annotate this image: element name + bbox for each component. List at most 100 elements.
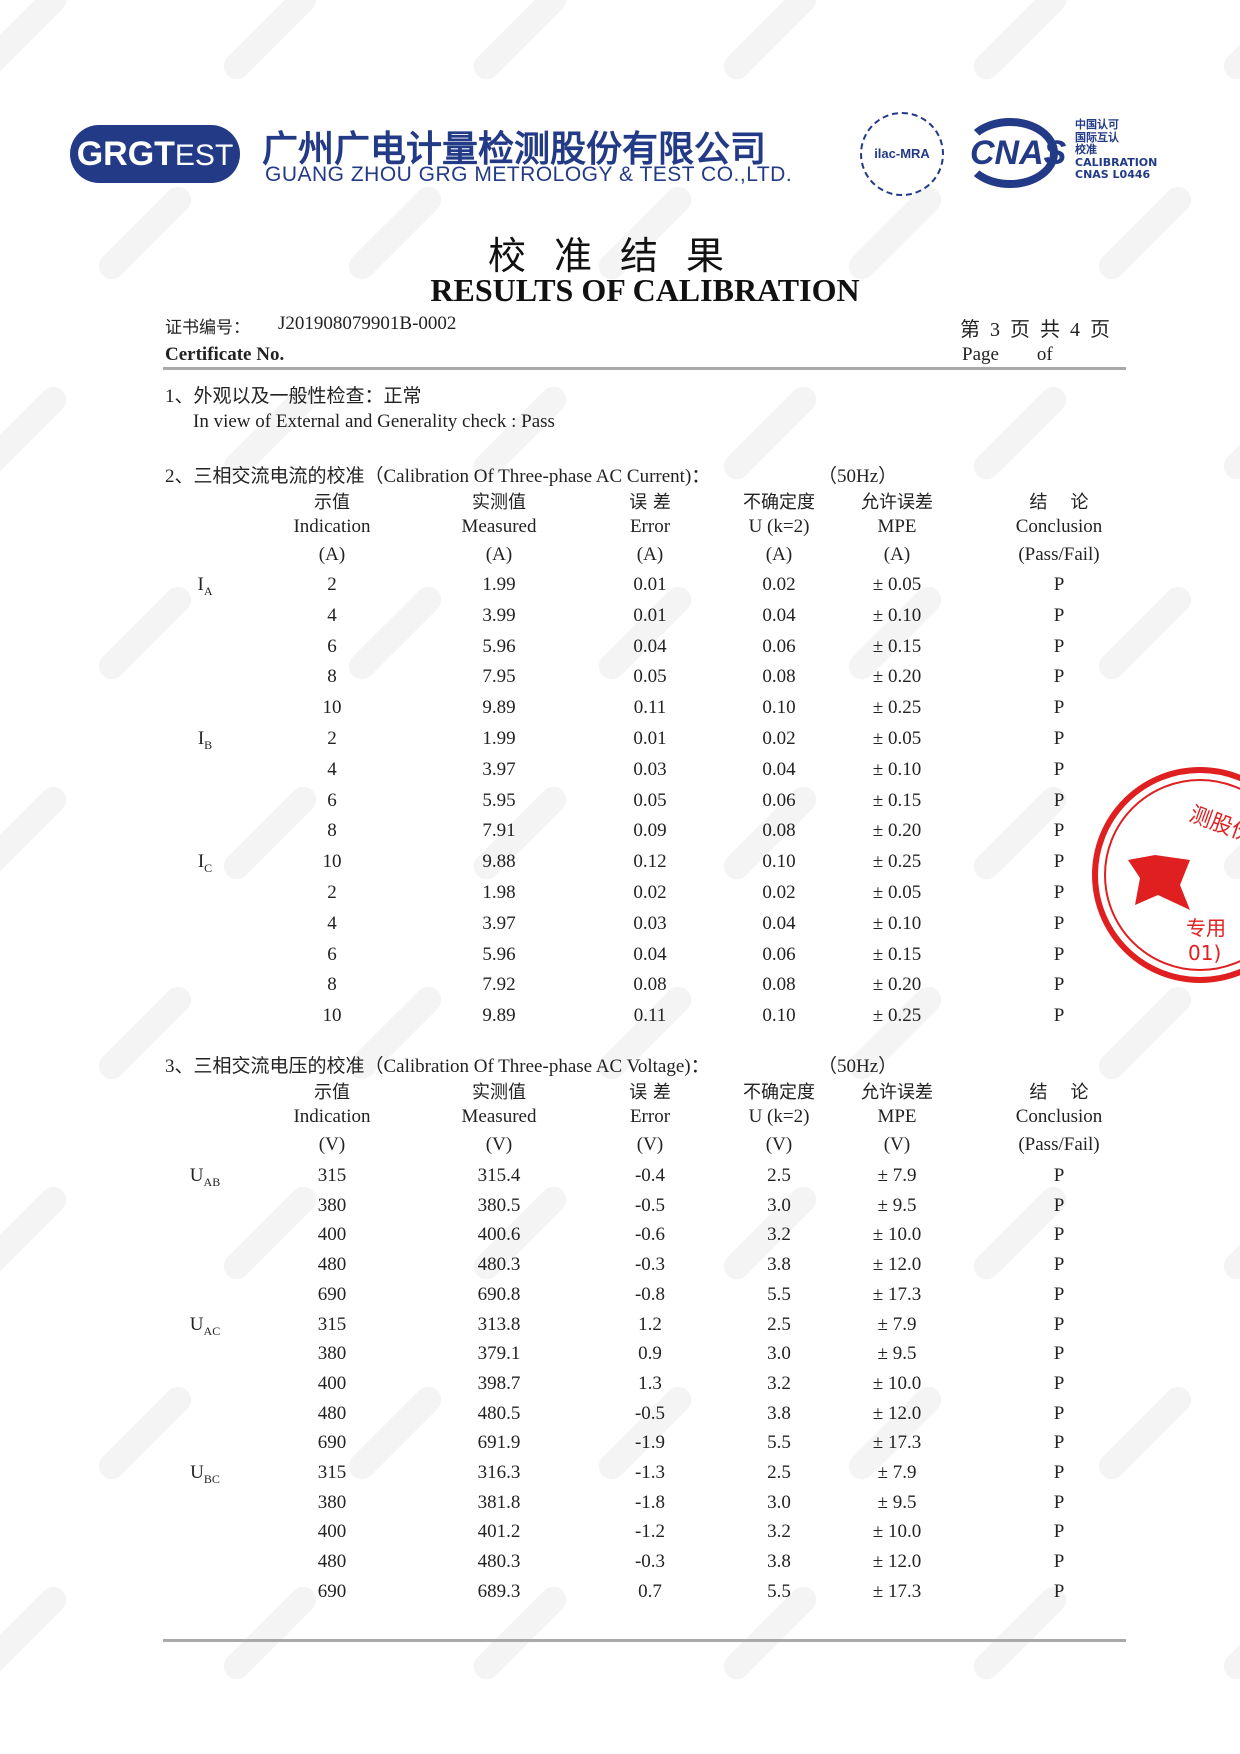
table-cell: ± 9.5 bbox=[877, 1194, 917, 1216]
table-cell: 3.97 bbox=[482, 758, 516, 780]
section1-result: In view of External and Generality check… bbox=[193, 411, 555, 432]
grgtest-logo: GRGTEST bbox=[70, 125, 240, 183]
voltage-header-cn: 结 论 bbox=[1029, 1082, 1089, 1103]
current-frequency: （50Hz） bbox=[818, 466, 898, 487]
table-cell: -1.9 bbox=[634, 1432, 666, 1454]
table-cell: 2.5 bbox=[767, 1462, 791, 1483]
table-cell: P bbox=[1053, 1313, 1065, 1335]
table-cell: 2.5 bbox=[767, 1313, 791, 1335]
table-cell: P bbox=[1053, 728, 1065, 749]
table-cell: P bbox=[1053, 1005, 1065, 1027]
table-cell: ± 7.9 bbox=[877, 1165, 917, 1186]
table-cell: 7.91 bbox=[482, 820, 516, 842]
watermark-mark bbox=[98, 986, 192, 1080]
table-cell: 9.89 bbox=[482, 697, 516, 719]
watermark-mark bbox=[973, 1586, 1067, 1680]
table-cell: 0.04 bbox=[762, 912, 796, 934]
voltage-frequency: （50Hz） bbox=[818, 1056, 898, 1077]
page-number-cn: 第 3 页 共 4 页 bbox=[960, 319, 1110, 341]
watermark-mark bbox=[1098, 986, 1192, 1080]
table-cell: 313.8 bbox=[477, 1313, 521, 1335]
current-phase-label: IB bbox=[197, 728, 213, 752]
company-name-cn: 广州广电计量检测股份有限公司 bbox=[262, 129, 767, 170]
table-cell: 0.06 bbox=[762, 943, 796, 965]
table-cell: 0.9 bbox=[638, 1343, 662, 1365]
table-cell: 315.4 bbox=[477, 1165, 521, 1186]
watermark-mark bbox=[848, 586, 942, 680]
table-cell: 1.3 bbox=[638, 1372, 662, 1394]
table-cell: ± 7.9 bbox=[877, 1462, 917, 1483]
table-cell: 3.2 bbox=[767, 1521, 791, 1543]
table-cell: 3.8 bbox=[767, 1402, 791, 1424]
table-cell: 400.6 bbox=[477, 1224, 521, 1246]
table-cell: 5.5 bbox=[767, 1432, 791, 1454]
watermark-mark bbox=[0, 1186, 67, 1280]
voltage-header-en: Conclusion bbox=[1015, 1106, 1103, 1127]
table-cell: ± 0.20 bbox=[872, 820, 922, 842]
watermark-mark bbox=[223, 1186, 317, 1280]
watermark-mark bbox=[348, 1386, 442, 1480]
table-cell: 0.08 bbox=[762, 820, 796, 842]
watermark-mark bbox=[473, 786, 567, 880]
table-cell: 0.02 bbox=[762, 882, 796, 903]
ilac-mra-logo: ilac-MRA bbox=[860, 112, 944, 196]
table-cell: 690 bbox=[317, 1283, 347, 1305]
watermark-mark bbox=[973, 0, 1067, 80]
table-cell: P bbox=[1053, 943, 1065, 965]
voltage-header-unit: (V) bbox=[883, 1134, 911, 1155]
table-cell: 0.08 bbox=[633, 974, 667, 996]
watermark-mark bbox=[723, 786, 817, 880]
company-name-en: GUANG ZHOU GRG METROLOGY & TEST CO.,LTD. bbox=[265, 163, 793, 186]
table-cell: P bbox=[1053, 1224, 1065, 1246]
table-cell: P bbox=[1053, 882, 1065, 903]
table-cell: 0.01 bbox=[633, 604, 667, 626]
table-cell: 480.5 bbox=[477, 1402, 521, 1424]
table-cell: 398.7 bbox=[477, 1372, 521, 1394]
current-header-unit: (A) bbox=[485, 544, 513, 565]
table-cell: 0.02 bbox=[633, 882, 667, 903]
watermark-mark bbox=[973, 786, 1067, 880]
table-cell: 0.03 bbox=[633, 912, 667, 934]
current-header-en: Measured bbox=[461, 516, 537, 537]
voltage-header-en: MPE bbox=[877, 1106, 917, 1127]
table-cell: ± 10.0 bbox=[872, 1521, 922, 1543]
table-cell: 4 bbox=[327, 604, 337, 626]
table-cell: 400 bbox=[317, 1521, 347, 1543]
watermark-mark bbox=[723, 1186, 817, 1280]
voltage-header-cn: 误 差 bbox=[629, 1082, 671, 1103]
table-cell: ± 0.25 bbox=[872, 697, 922, 719]
watermark-mark bbox=[98, 1386, 192, 1480]
watermark-mark bbox=[973, 1186, 1067, 1280]
voltage-header-en: Error bbox=[629, 1106, 671, 1127]
current-phase-label: IA bbox=[197, 574, 213, 598]
table-cell: 315 bbox=[317, 1313, 347, 1335]
table-cell: 480 bbox=[317, 1402, 347, 1424]
table-cell: ± 7.9 bbox=[877, 1313, 917, 1335]
table-cell: ± 0.10 bbox=[872, 758, 922, 780]
table-cell: 1.2 bbox=[638, 1313, 662, 1335]
table-cell: 5.95 bbox=[482, 789, 516, 811]
table-cell: 6 bbox=[327, 789, 337, 811]
voltage-header-cn: 示值 bbox=[314, 1082, 350, 1103]
voltage-header-unit: (V) bbox=[485, 1134, 513, 1155]
watermark-mark bbox=[598, 1386, 692, 1480]
watermark-mark bbox=[348, 186, 442, 280]
watermark-mark bbox=[723, 386, 817, 480]
stamp-text-top: 测股份 bbox=[1186, 802, 1240, 848]
watermark-mark bbox=[598, 986, 692, 1080]
watermark-mark bbox=[98, 186, 192, 280]
current-header-cn: 实测值 bbox=[472, 492, 526, 513]
table-cell: 380 bbox=[317, 1194, 347, 1216]
table-cell: P bbox=[1053, 1491, 1065, 1513]
watermark-mark bbox=[1098, 586, 1192, 680]
table-cell: 8 bbox=[327, 666, 337, 688]
table-cell: 690.8 bbox=[477, 1283, 521, 1305]
table-cell: 0.03 bbox=[633, 758, 667, 780]
table-cell: P bbox=[1053, 1254, 1065, 1276]
table-cell: 0.04 bbox=[762, 758, 796, 780]
table-cell: 10 bbox=[322, 697, 342, 719]
table-cell: 400 bbox=[317, 1372, 347, 1394]
current-header-cn: 结 论 bbox=[1029, 492, 1089, 513]
voltage-section-title: 3、三相交流电压的校准（Calibration Of Three-phase A… bbox=[165, 1056, 710, 1077]
